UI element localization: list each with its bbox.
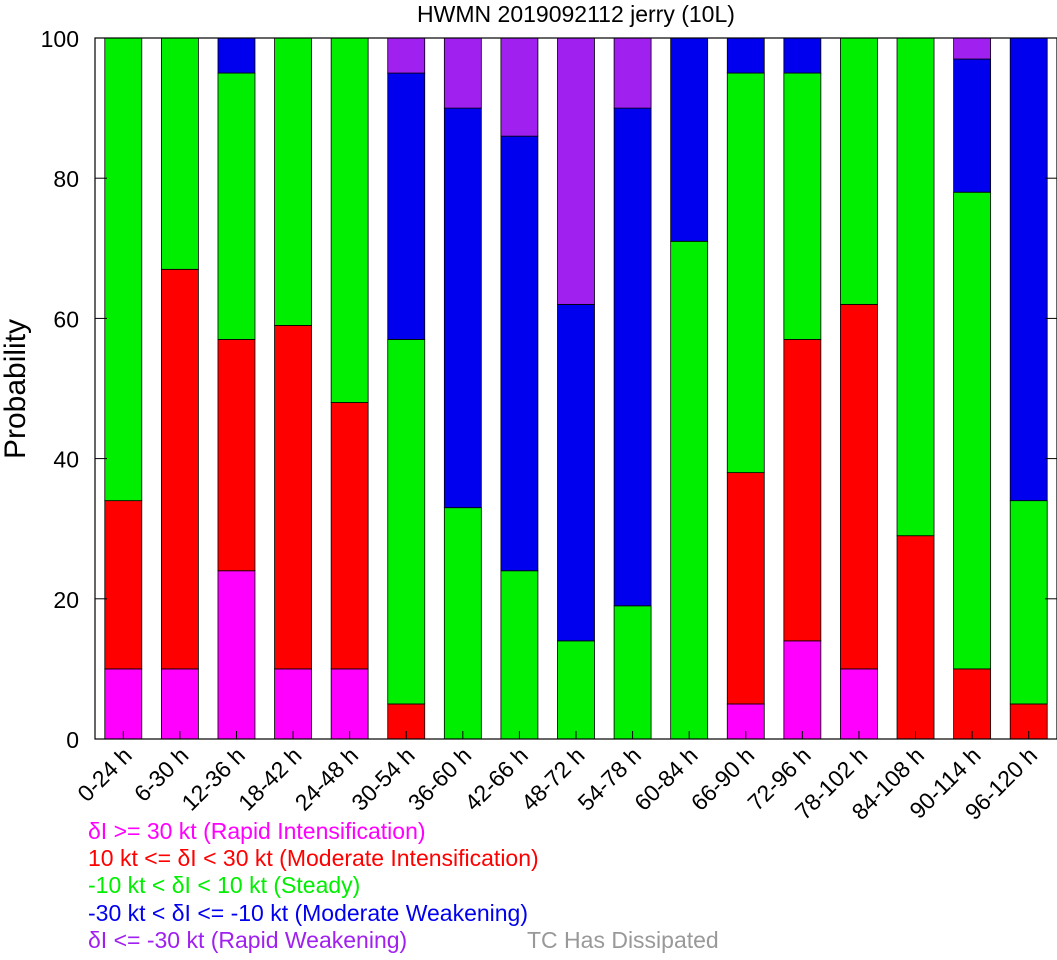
- bar-18-42h-s2: [274, 37, 312, 326]
- x-tick-label: 60-84 h: [629, 742, 703, 816]
- bar-24-48h-s1: [330, 402, 369, 670]
- bar-12-36h-s0: [217, 570, 256, 740]
- bar-54-78h-s2: [613, 605, 652, 740]
- bar-48-72h-s2: [557, 640, 595, 740]
- x-tick-label: 42-66 h: [459, 742, 533, 816]
- bar-60-84h-s2: [670, 240, 709, 740]
- bar-78-102h-s2: [840, 37, 878, 305]
- bar-54-78h-s4: [613, 37, 652, 109]
- x-tick-label: 48-72 h: [516, 742, 590, 816]
- bar-30-54h-s4: [387, 37, 426, 74]
- y-tick-label: 100: [41, 26, 79, 52]
- bar-30-54h-s3: [387, 72, 426, 340]
- bar-24-48h-s0: [330, 668, 369, 740]
- bar-90-114h-s1: [953, 668, 992, 740]
- x-tick-label: 66-90 h: [686, 742, 760, 816]
- chart-title: HWMN 2019092112 jerry (10L): [417, 1, 735, 27]
- x-tick-label: 54-78 h: [573, 742, 647, 816]
- legend: δI >= 30 kt (Rapid Intensification) 10 k…: [88, 818, 539, 954]
- legend-item-steady: -10 kt < δI < 10 kt (Steady): [88, 872, 361, 899]
- x-tick-label: 36-60 h: [403, 742, 477, 816]
- bar-54-78h-s3: [613, 107, 652, 607]
- bar-6-30h-s2: [160, 37, 199, 270]
- bar-72-96h-s3: [783, 37, 822, 74]
- x-tick-label: 24-48 h: [290, 742, 364, 816]
- y-tick-label: 40: [53, 447, 79, 473]
- bar-60-84h-s3: [670, 37, 709, 242]
- bar-66-90h-s2: [726, 72, 765, 474]
- bar-42-66h-s4: [500, 37, 539, 137]
- bar-36-60h-s3: [443, 107, 482, 509]
- y-tick-label: 80: [53, 166, 79, 192]
- bar-96-120h-s3: [1009, 37, 1048, 502]
- y-tick-label: 60: [53, 306, 79, 332]
- bar-66-90h-s3: [726, 37, 765, 74]
- bar-48-72h-s4: [557, 37, 595, 305]
- bar-6-30h-s1: [160, 268, 199, 670]
- bar-42-66h-s3: [500, 135, 539, 572]
- bar-18-42h-s1: [274, 325, 312, 670]
- x-tick-label: 12-36 h: [176, 742, 250, 816]
- bar-12-36h-s2: [217, 72, 256, 340]
- bar-78-102h-s0: [840, 668, 878, 740]
- legend-item-rapid-weakening: δI <= -30 kt (Rapid Weakening): [88, 926, 408, 953]
- x-tick-label: 30-54 h: [346, 742, 420, 816]
- bar-72-96h-s2: [783, 72, 822, 340]
- bar-84-108h-s1: [896, 535, 935, 740]
- bar-36-60h-s4: [443, 37, 482, 109]
- bars: [104, 37, 1048, 740]
- bar-0-24h-s2: [104, 37, 143, 502]
- legend-item-tc-dissipated: TC Has Dissipated: [527, 927, 719, 953]
- bar-12-36h-s1: [217, 339, 256, 572]
- bar-66-90h-s1: [726, 472, 765, 705]
- bar-90-114h-s3: [953, 58, 992, 193]
- bar-84-108h-s2: [896, 37, 935, 537]
- bar-72-96h-s1: [783, 339, 822, 642]
- legend-item-moderate-weakening: -30 kt < δI <= -10 kt (Moderate Weakenin…: [88, 899, 529, 926]
- x-tick-label: 0-24 h: [72, 742, 137, 807]
- y-tick-label: 20: [53, 587, 79, 613]
- bar-72-96h-s0: [783, 640, 822, 740]
- bar-36-60h-s2: [443, 507, 482, 740]
- plot-frame: [94, 37, 1057, 740]
- bar-24-48h-s2: [330, 37, 369, 403]
- bar-90-114h-s2: [953, 191, 992, 670]
- legend-item-moderate-intensification: 10 kt <= δI < 30 kt (Moderate Intensific…: [88, 845, 539, 872]
- legend-item-rapid-intensification: δI >= 30 kt (Rapid Intensification): [88, 818, 426, 844]
- bar-18-42h-s0: [274, 668, 312, 740]
- x-tick-label: 18-42 h: [233, 742, 307, 816]
- bar-48-72h-s3: [557, 303, 595, 642]
- bar-90-114h-s4: [953, 37, 992, 60]
- bar-0-24h-s0: [104, 668, 143, 740]
- bar-78-102h-s1: [840, 303, 878, 670]
- y-axis-label: Probability: [0, 319, 32, 459]
- bar-30-54h-s2: [387, 339, 426, 705]
- bar-42-66h-s2: [500, 570, 539, 740]
- bar-6-30h-s0: [160, 668, 199, 740]
- bar-0-24h-s1: [104, 500, 143, 670]
- y-tick-label: 0: [66, 727, 79, 753]
- bar-96-120h-s2: [1009, 500, 1048, 705]
- bar-12-36h-s3: [217, 37, 256, 74]
